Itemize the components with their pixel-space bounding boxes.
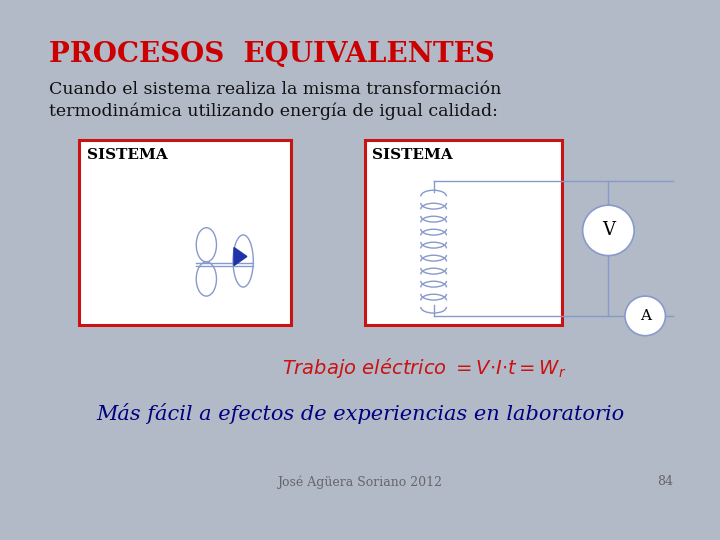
FancyBboxPatch shape [79,140,291,325]
Text: 84: 84 [657,475,672,488]
Text: SISTEMA: SISTEMA [87,147,168,161]
Text: V: V [602,221,615,239]
Polygon shape [234,247,247,266]
Text: Cuando el sistema realiza la misma transformación: Cuando el sistema realiza la misma trans… [49,81,501,98]
Text: José Agüera Soriano 2012: José Agüera Soriano 2012 [277,475,443,489]
Text: A: A [639,309,651,323]
Circle shape [582,205,634,255]
Circle shape [625,296,665,336]
Text: SISTEMA: SISTEMA [372,147,453,161]
Text: Más fácil a efectos de experiencias en laboratorio: Más fácil a efectos de experiencias en l… [96,403,624,424]
FancyBboxPatch shape [364,140,562,325]
Text: PROCESOS  EQUIVALENTES: PROCESOS EQUIVALENTES [49,42,495,69]
Text: $\it{Trabajo\ eléctrico}$ $= V{\cdot}I{\cdot}t = W_r$: $\it{Trabajo\ eléctrico}$ $= V{\cdot}I{\… [282,356,567,380]
Text: termodinámica utilizando energía de igual calidad:: termodinámica utilizando energía de igua… [49,103,498,120]
